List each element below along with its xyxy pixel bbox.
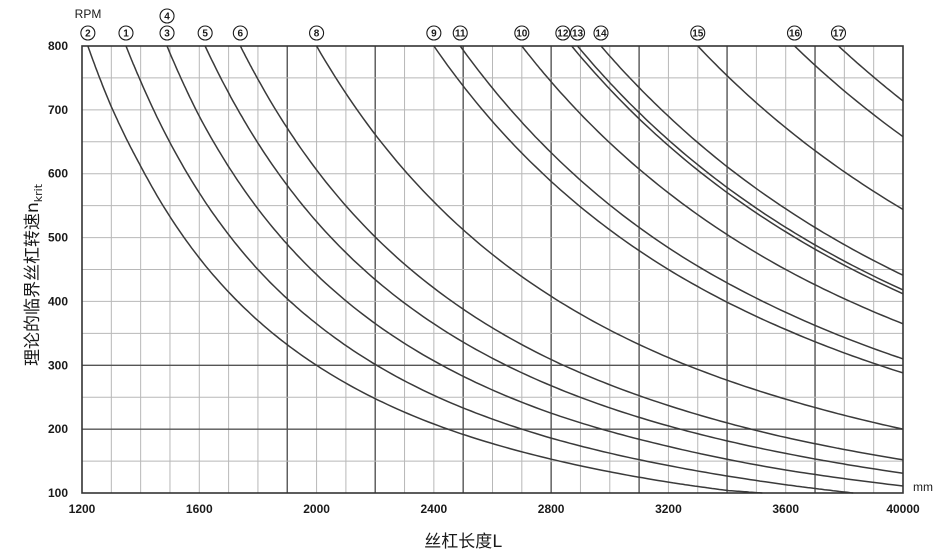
curve-12 — [571, 45, 904, 295]
curve-label-circle — [786, 25, 803, 41]
curve-label-8: 8 — [309, 25, 325, 41]
curve-9 — [433, 45, 904, 374]
curve-label-text: 5 — [202, 29, 208, 40]
x-tick-label: 3200 — [655, 502, 682, 516]
curve-label-1: 1 — [118, 25, 134, 41]
curve-16 — [793, 45, 904, 138]
curve-label-14: 14 — [593, 25, 609, 41]
curve-label-circle — [690, 25, 706, 41]
curve-label-text: 11 — [455, 29, 466, 40]
curve-label-13: 13 — [569, 25, 586, 41]
x-tick-label: 2000 — [303, 502, 330, 516]
x-tick-label: 2800 — [538, 502, 565, 516]
curve-label-2: 2 — [80, 25, 96, 41]
curve-label-text: 9 — [431, 29, 437, 40]
x-tick-label: 40000 — [886, 502, 920, 516]
y-tick-label: 800 — [48, 39, 68, 53]
curve-label-text: 6 — [238, 29, 244, 40]
y-axis-title-symbol: n — [23, 202, 43, 213]
x-tick-labels: 1200 1600 2000 2400 2800 3200 3600 40000 — [69, 502, 920, 516]
y-tick-label: 400 — [48, 294, 68, 308]
curve-label-circle — [452, 25, 468, 41]
curve-label-text: 17 — [833, 29, 845, 40]
y-tick-label: 100 — [48, 486, 68, 500]
curve-6 — [239, 45, 904, 461]
curve-label-circle — [830, 25, 847, 41]
curve-label-text: 3 — [164, 29, 170, 40]
curve-label-text: 16 — [789, 29, 801, 40]
y-tick-labels: 100 200 300 400 500 600 700 800 — [48, 39, 68, 500]
y-axis-title-subscript: krit — [32, 183, 45, 202]
curve-5 — [204, 45, 904, 474]
curves — [87, 45, 904, 494]
y-axis-title: 理论的临界丝杠转速nkrit — [23, 183, 45, 366]
curve-label-4: 4 — [159, 8, 175, 24]
x-tick-label: 3600 — [772, 502, 799, 516]
curve-label-circle — [309, 25, 325, 41]
curve-label-10: 10 — [514, 25, 530, 41]
curve-label-text: 2 — [85, 29, 91, 40]
curve-17 — [837, 45, 904, 102]
curve-label-circle — [593, 25, 609, 41]
curve-label-16: 16 — [786, 25, 803, 41]
curve-label-circle — [232, 25, 248, 41]
curve-label-circle — [555, 25, 571, 41]
curve-3 — [166, 45, 904, 487]
curve-label-text: 10 — [516, 29, 528, 40]
curve-label-text: 1 — [123, 29, 129, 40]
curve-label-6: 6 — [232, 25, 248, 41]
curve-label-11: 11 — [452, 25, 468, 41]
x-tick-label: 1600 — [186, 502, 213, 516]
curve-label-circle — [426, 25, 442, 41]
curve-label-12: 12 — [555, 25, 571, 41]
curve-label-circle — [159, 25, 175, 41]
curve-15 — [697, 45, 904, 211]
curve-label-5: 5 — [197, 25, 213, 41]
plot-frame — [81, 45, 904, 494]
curve-label-text: 4 — [164, 12, 170, 23]
curve-label-circle — [118, 25, 134, 41]
y-tick-label: 300 — [48, 358, 68, 372]
curve-label-17: 17 — [830, 25, 847, 41]
grid-lines — [82, 46, 903, 493]
x-unit-label: mm — [913, 480, 933, 494]
curve-label-circle — [80, 25, 96, 41]
curve-13 — [576, 45, 904, 291]
x-tick-label: 2400 — [421, 502, 448, 516]
curve-label-circle — [197, 25, 213, 41]
y-tick-label: 600 — [48, 167, 68, 181]
y-unit-label: RPM — [75, 7, 102, 21]
curve-label-circle — [569, 25, 586, 41]
curve-label-3: 3 — [159, 25, 175, 41]
x-tick-label: 1200 — [69, 502, 96, 516]
curve-label-text: 15 — [692, 29, 704, 40]
curve-14 — [600, 45, 904, 276]
curve-2 — [87, 45, 763, 494]
curve-1 — [125, 45, 854, 494]
curve-number-labels: 2 143 5 6 8 9 11 10 12 13 14 15 16 17 — [80, 8, 847, 41]
y-tick-label: 200 — [48, 422, 68, 436]
curve-10 — [521, 45, 904, 325]
curve-11 — [459, 45, 904, 360]
curve-label-text: 13 — [572, 29, 584, 40]
x-axis-title: 丝杠长度L — [424, 532, 502, 552]
y-tick-label: 700 — [48, 103, 68, 117]
curve-label-15: 15 — [690, 25, 706, 41]
curve-label-circle — [159, 8, 175, 24]
curve-label-9: 9 — [426, 25, 442, 41]
y-axis-title-text: 理论的临界丝杠转速 — [23, 213, 43, 366]
curve-label-text: 8 — [314, 29, 320, 40]
curve-8 — [315, 45, 904, 430]
curve-label-circle — [514, 25, 530, 41]
curve-label-text: 14 — [595, 29, 607, 40]
y-tick-label: 500 — [48, 231, 68, 245]
curve-label-text: 12 — [557, 29, 569, 40]
